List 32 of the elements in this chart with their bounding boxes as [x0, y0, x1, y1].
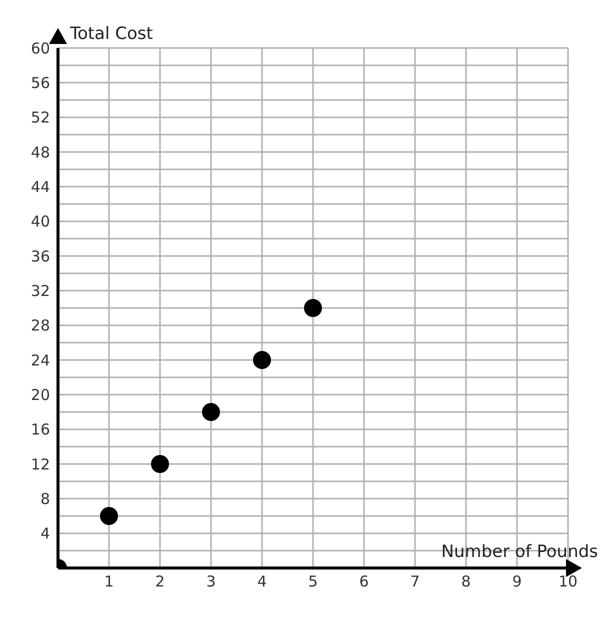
y-tick-label: 60 [30, 39, 50, 58]
point [304, 299, 322, 317]
x-tick-label: 7 [410, 572, 420, 591]
y-tick-label: 44 [30, 178, 50, 196]
y-axis-title: Total Cost [70, 24, 153, 44]
y-tick-label: 40 [30, 212, 50, 231]
x-tick-label: 10 [558, 572, 578, 591]
x-tick-label: 2 [155, 572, 165, 591]
x-tick-label: 9 [512, 572, 522, 591]
y-tick-label: 24 [30, 351, 50, 370]
x-tick-label: 4 [257, 572, 267, 591]
y-tick-label: 32 [30, 282, 50, 300]
point [151, 455, 169, 473]
x-tick-label: 5 [308, 572, 318, 591]
point [100, 507, 118, 525]
y-tick-label: 20 [30, 386, 50, 404]
x-tick-label: 3 [206, 572, 216, 591]
y-tick-label: 36 [30, 247, 50, 266]
y-tick-label: 28 [30, 316, 50, 335]
y-tick-label: 52 [30, 108, 50, 127]
y-tick-label: 48 [30, 143, 50, 162]
x-tick-label: 1 [104, 572, 114, 591]
x-tick-label: 8 [461, 572, 471, 591]
x-tick-label: 6 [359, 572, 369, 591]
y-tick-label: 56 [30, 74, 50, 92]
point [202, 403, 220, 421]
y-tick-label: 16 [30, 420, 50, 439]
point [253, 351, 271, 369]
x-axis-title: Number of Pounds [441, 542, 598, 562]
y-tick-label: 12 [30, 455, 50, 474]
y-tick-label: 8 [40, 490, 50, 508]
y-tick-label: 4 [40, 524, 50, 543]
